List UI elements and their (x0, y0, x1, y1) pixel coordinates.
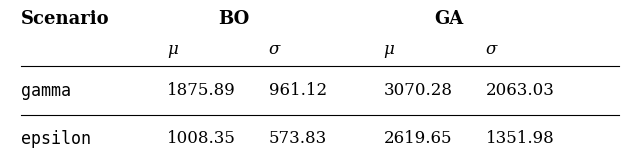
Text: Scenario: Scenario (20, 10, 109, 28)
Text: 3070.28: 3070.28 (384, 82, 452, 99)
Text: 1351.98: 1351.98 (486, 130, 554, 147)
Text: gamma: gamma (20, 82, 70, 100)
Text: 2063.03: 2063.03 (486, 82, 554, 99)
Text: 1875.89: 1875.89 (167, 82, 236, 99)
Text: 1008.35: 1008.35 (167, 130, 236, 147)
Text: μ: μ (384, 41, 394, 58)
Text: BO: BO (218, 10, 250, 28)
Text: 2619.65: 2619.65 (384, 130, 452, 147)
Text: μ: μ (167, 41, 178, 58)
Text: epsilon: epsilon (20, 130, 90, 148)
Text: 961.12: 961.12 (269, 82, 327, 99)
Text: GA: GA (435, 10, 464, 28)
Text: σ: σ (486, 41, 497, 58)
Text: σ: σ (269, 41, 280, 58)
Text: 573.83: 573.83 (269, 130, 327, 147)
